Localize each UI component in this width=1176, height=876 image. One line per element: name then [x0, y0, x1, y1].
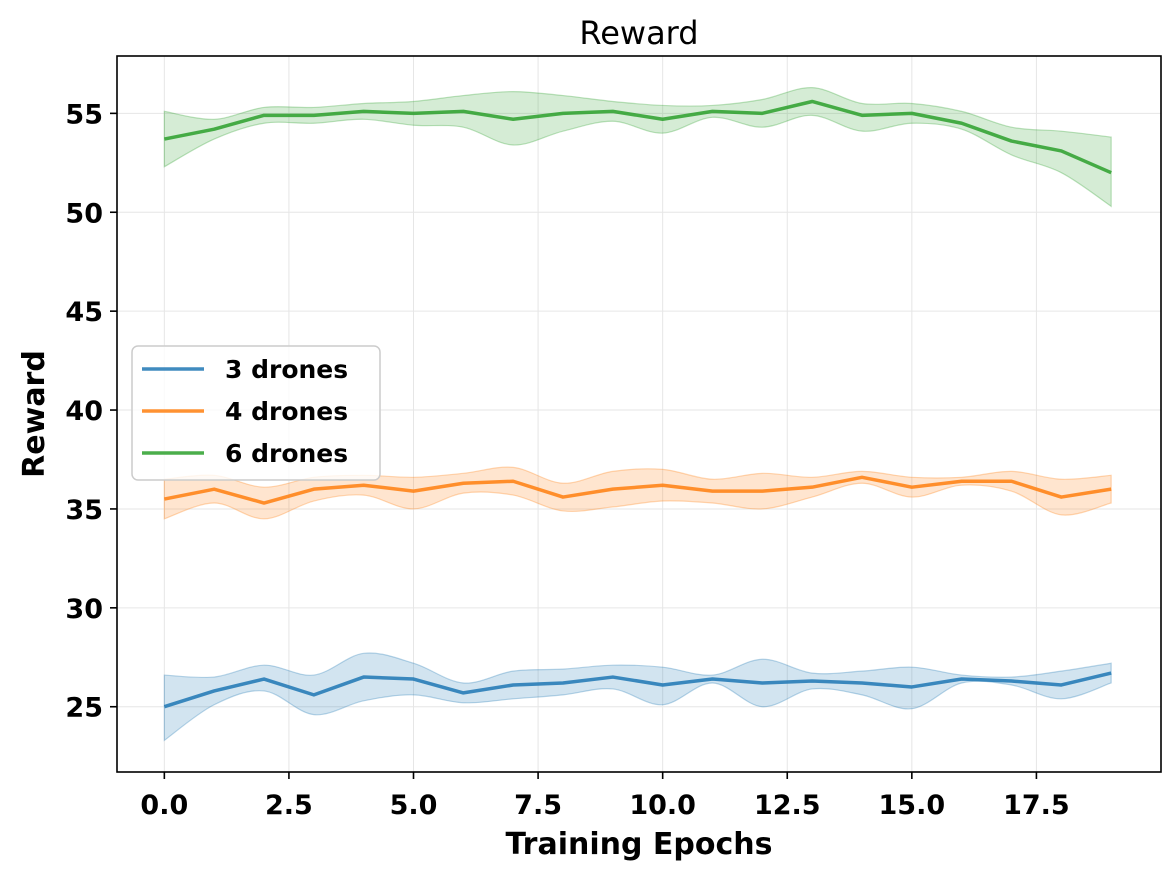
chart-title: Reward: [579, 14, 698, 52]
y-tick-label: 55: [65, 99, 103, 130]
y-tick-label: 30: [65, 594, 103, 625]
x-tick-label: 0.0: [140, 790, 188, 821]
series-line-3: [163, 99, 1112, 175]
y-tick-label: 50: [65, 198, 103, 229]
legend-label: 6 drones: [225, 439, 348, 468]
x-tick-label: 15.0: [879, 790, 946, 821]
x-tick-label: 12.5: [754, 790, 821, 821]
series-lines: [163, 99, 1112, 709]
plot-frame: [116, 55, 1162, 773]
y-tick-label: 25: [65, 693, 103, 724]
y-tick-label: 40: [65, 396, 103, 427]
x-axis-title: Training Epochs: [506, 827, 773, 862]
series-line-1: [163, 671, 1112, 709]
series-band-3: [163, 87, 1112, 208]
x-tick-label: 2.5: [265, 790, 313, 821]
y-tick-label: 45: [65, 297, 103, 328]
x-tick-label: 7.5: [514, 790, 562, 821]
y-tick-label: 35: [65, 495, 103, 526]
legend-label: 4 drones: [225, 397, 348, 426]
legend-box: [131, 345, 381, 481]
grid-layer: [117, 56, 1161, 772]
legend: 3 drones 4 drones 6 drones: [131, 345, 381, 481]
axis-ticks: 0.0 2.5 5.0 7.5 10.0 12.5 15.0 17.5 25 30 35 40 45 50…: [65, 99, 1069, 821]
x-tick-label: 17.5: [1003, 790, 1070, 821]
series-band-1: [163, 652, 1112, 742]
legend-label: 3 drones: [225, 355, 348, 384]
series-line-2: [163, 475, 1112, 505]
y-axis-title: Reward: [17, 350, 52, 478]
x-tick-label: 10.0: [629, 790, 696, 821]
x-tick-label: 5.0: [390, 790, 438, 821]
